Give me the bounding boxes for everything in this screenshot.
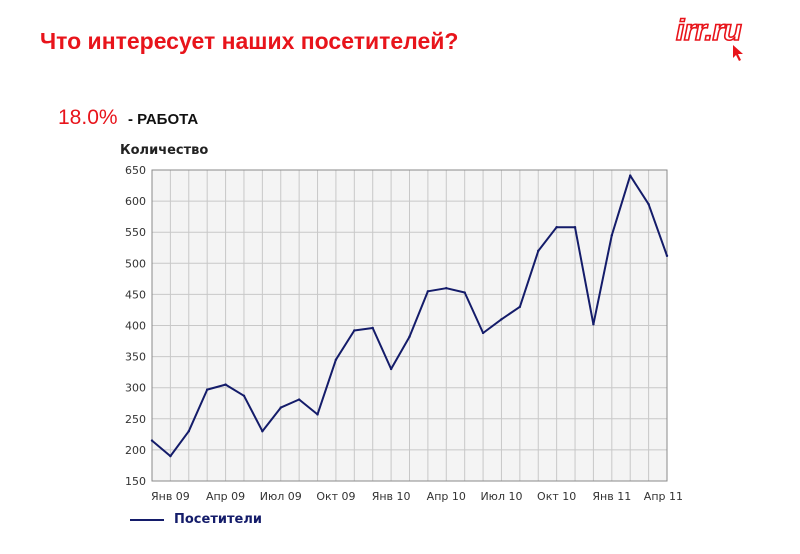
data-point	[647, 203, 650, 206]
plot-border	[151, 169, 668, 482]
data-point	[481, 331, 485, 335]
data-point	[334, 358, 338, 361]
data-point	[518, 305, 522, 309]
x-tick-label: Янв 09	[151, 490, 190, 503]
data-point	[353, 329, 356, 332]
y-tick-label: 200	[125, 444, 146, 457]
cursor-arrow-icon	[733, 45, 744, 61]
data-point	[629, 174, 632, 177]
data-point	[169, 454, 172, 458]
data-point	[426, 290, 430, 293]
x-tick-label: Янв 11	[592, 490, 631, 503]
x-tick-label: Апр 10	[427, 490, 466, 503]
y-tick-label: 250	[125, 413, 146, 426]
data-point	[261, 430, 264, 433]
data-point	[224, 383, 227, 386]
y-tick-label: 450	[125, 288, 146, 301]
chart-legend: Посетители	[130, 512, 262, 527]
data-point	[187, 430, 190, 433]
data-point	[205, 388, 209, 391]
y-tick-label: 300	[125, 382, 146, 395]
logo-text: irr.ru	[675, 13, 742, 48]
data-point	[500, 318, 503, 321]
legend-label: Посетители	[174, 512, 262, 527]
x-tick-label: Июл 09	[260, 490, 302, 503]
data-point	[445, 286, 448, 290]
y-tick-label: 150	[125, 475, 146, 488]
data-point	[408, 335, 411, 338]
data-point	[371, 326, 374, 330]
data-point	[150, 439, 154, 442]
stat-value: 18.0%	[58, 106, 118, 129]
data-point	[463, 291, 466, 294]
y-tick-label: 500	[125, 257, 146, 270]
x-tick-label: Окт 09	[316, 490, 355, 503]
x-tick-label: Июл 10	[480, 490, 522, 503]
y-tick-label: 650	[125, 164, 146, 177]
data-point	[242, 394, 246, 397]
y-tick-label: 600	[125, 195, 146, 208]
y-tick-label: 550	[125, 226, 146, 239]
data-point	[389, 367, 393, 371]
x-tick-label: Окт 10	[537, 490, 576, 503]
data-point	[537, 249, 540, 253]
data-point	[665, 254, 669, 258]
page-title: Что интересует наших посетителей?	[40, 28, 459, 54]
data-point	[297, 398, 301, 401]
data-point	[555, 226, 558, 229]
data-point	[279, 406, 282, 409]
x-tick-label: Апр 11	[644, 490, 683, 503]
y-axis-label: Количество	[120, 143, 209, 158]
data-point	[610, 234, 614, 237]
x-tick-label: Янв 10	[372, 490, 411, 503]
y-tick-label: 350	[125, 351, 146, 364]
category-stat: 18.0% - РАБОТА	[58, 106, 198, 130]
data-point	[573, 226, 577, 229]
irr-logo: irr.ru	[675, 13, 744, 61]
data-point	[592, 323, 595, 326]
legend-line-swatch	[130, 518, 164, 521]
data-point	[316, 413, 319, 416]
stat-label: - РАБОТА	[128, 111, 199, 128]
y-tick-label: 400	[125, 320, 146, 333]
x-tick-label: Апр 09	[206, 490, 245, 503]
